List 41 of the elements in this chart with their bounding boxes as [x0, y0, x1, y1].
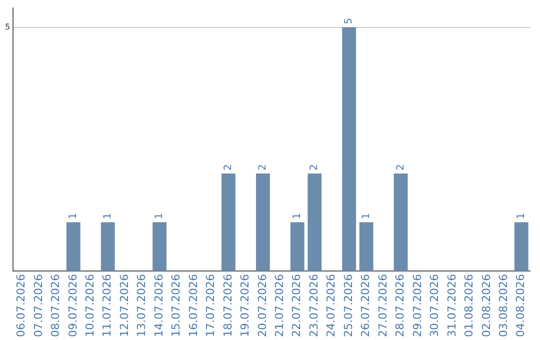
x-tick-label: 13.07.2026: [135, 274, 148, 338]
x-tick-label: 04.08.2026: [514, 274, 528, 338]
data-label: 5: [344, 18, 355, 24]
x-tick-label: 21.07.2026: [273, 274, 286, 338]
data-label: 1: [102, 212, 114, 220]
x-tick-label: 27.07.2026: [376, 274, 390, 338]
x-tick-label: 16.07.2026: [186, 274, 200, 338]
x-tick-label: 06.07.2026: [14, 274, 28, 338]
data-label: 1: [154, 212, 166, 220]
data-label: 1: [516, 212, 527, 220]
data-label: 1: [292, 212, 303, 220]
data-label: 2: [258, 164, 269, 171]
x-tick-label: 20.07.2026: [256, 274, 269, 338]
x-tick-label: 01.08.2026: [462, 274, 476, 338]
data-label: 1: [360, 212, 372, 220]
x-tick-label: 24.07.2026: [324, 274, 338, 338]
x-tick-label: 02.08.2026: [480, 274, 493, 338]
x-tick-label: 28.07.2026: [394, 274, 407, 338]
x-tick-label: 08.07.2026: [49, 274, 62, 338]
x-tick-label: 31.07.2026: [445, 274, 458, 338]
data-label: 1: [68, 212, 79, 220]
x-tick-label: 26.07.2026: [359, 274, 372, 338]
x-tick-label: 09.07.2026: [66, 274, 80, 338]
x-tick-label: 30.07.2026: [428, 274, 442, 338]
data-label: 2: [223, 164, 234, 171]
x-tick-label: 17.07.2026: [204, 274, 218, 338]
x-tick-label: 11.07.2026: [100, 274, 114, 338]
x-tick-label: 25.07.2026: [342, 274, 355, 338]
data-label: 2: [309, 164, 320, 171]
x-tick-label: 10.07.2026: [83, 274, 96, 338]
x-tick-label: 15.07.2026: [170, 274, 183, 338]
x-tick-label: 19.07.2026: [238, 274, 252, 338]
x-tick-label: 12.07.2026: [118, 274, 131, 338]
x-tick-label: 07.07.2026: [32, 274, 45, 338]
x-tick-label: 29.07.2026: [410, 274, 424, 338]
data-label: 2: [395, 164, 406, 171]
x-tick-label: 18.07.2026: [221, 274, 234, 338]
x-tick-label: 03.08.2026: [497, 274, 510, 338]
x-tick-label: 23.07.2026: [307, 274, 320, 338]
x-tick-label: 22.07.2026: [290, 274, 304, 338]
x-tick-label: 14.07.2026: [152, 274, 166, 338]
